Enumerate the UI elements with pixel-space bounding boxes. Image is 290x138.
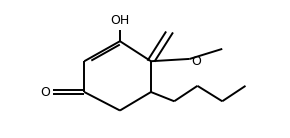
Text: OH: OH [110, 14, 130, 27]
Text: O: O [40, 86, 50, 99]
Text: O: O [191, 55, 201, 68]
